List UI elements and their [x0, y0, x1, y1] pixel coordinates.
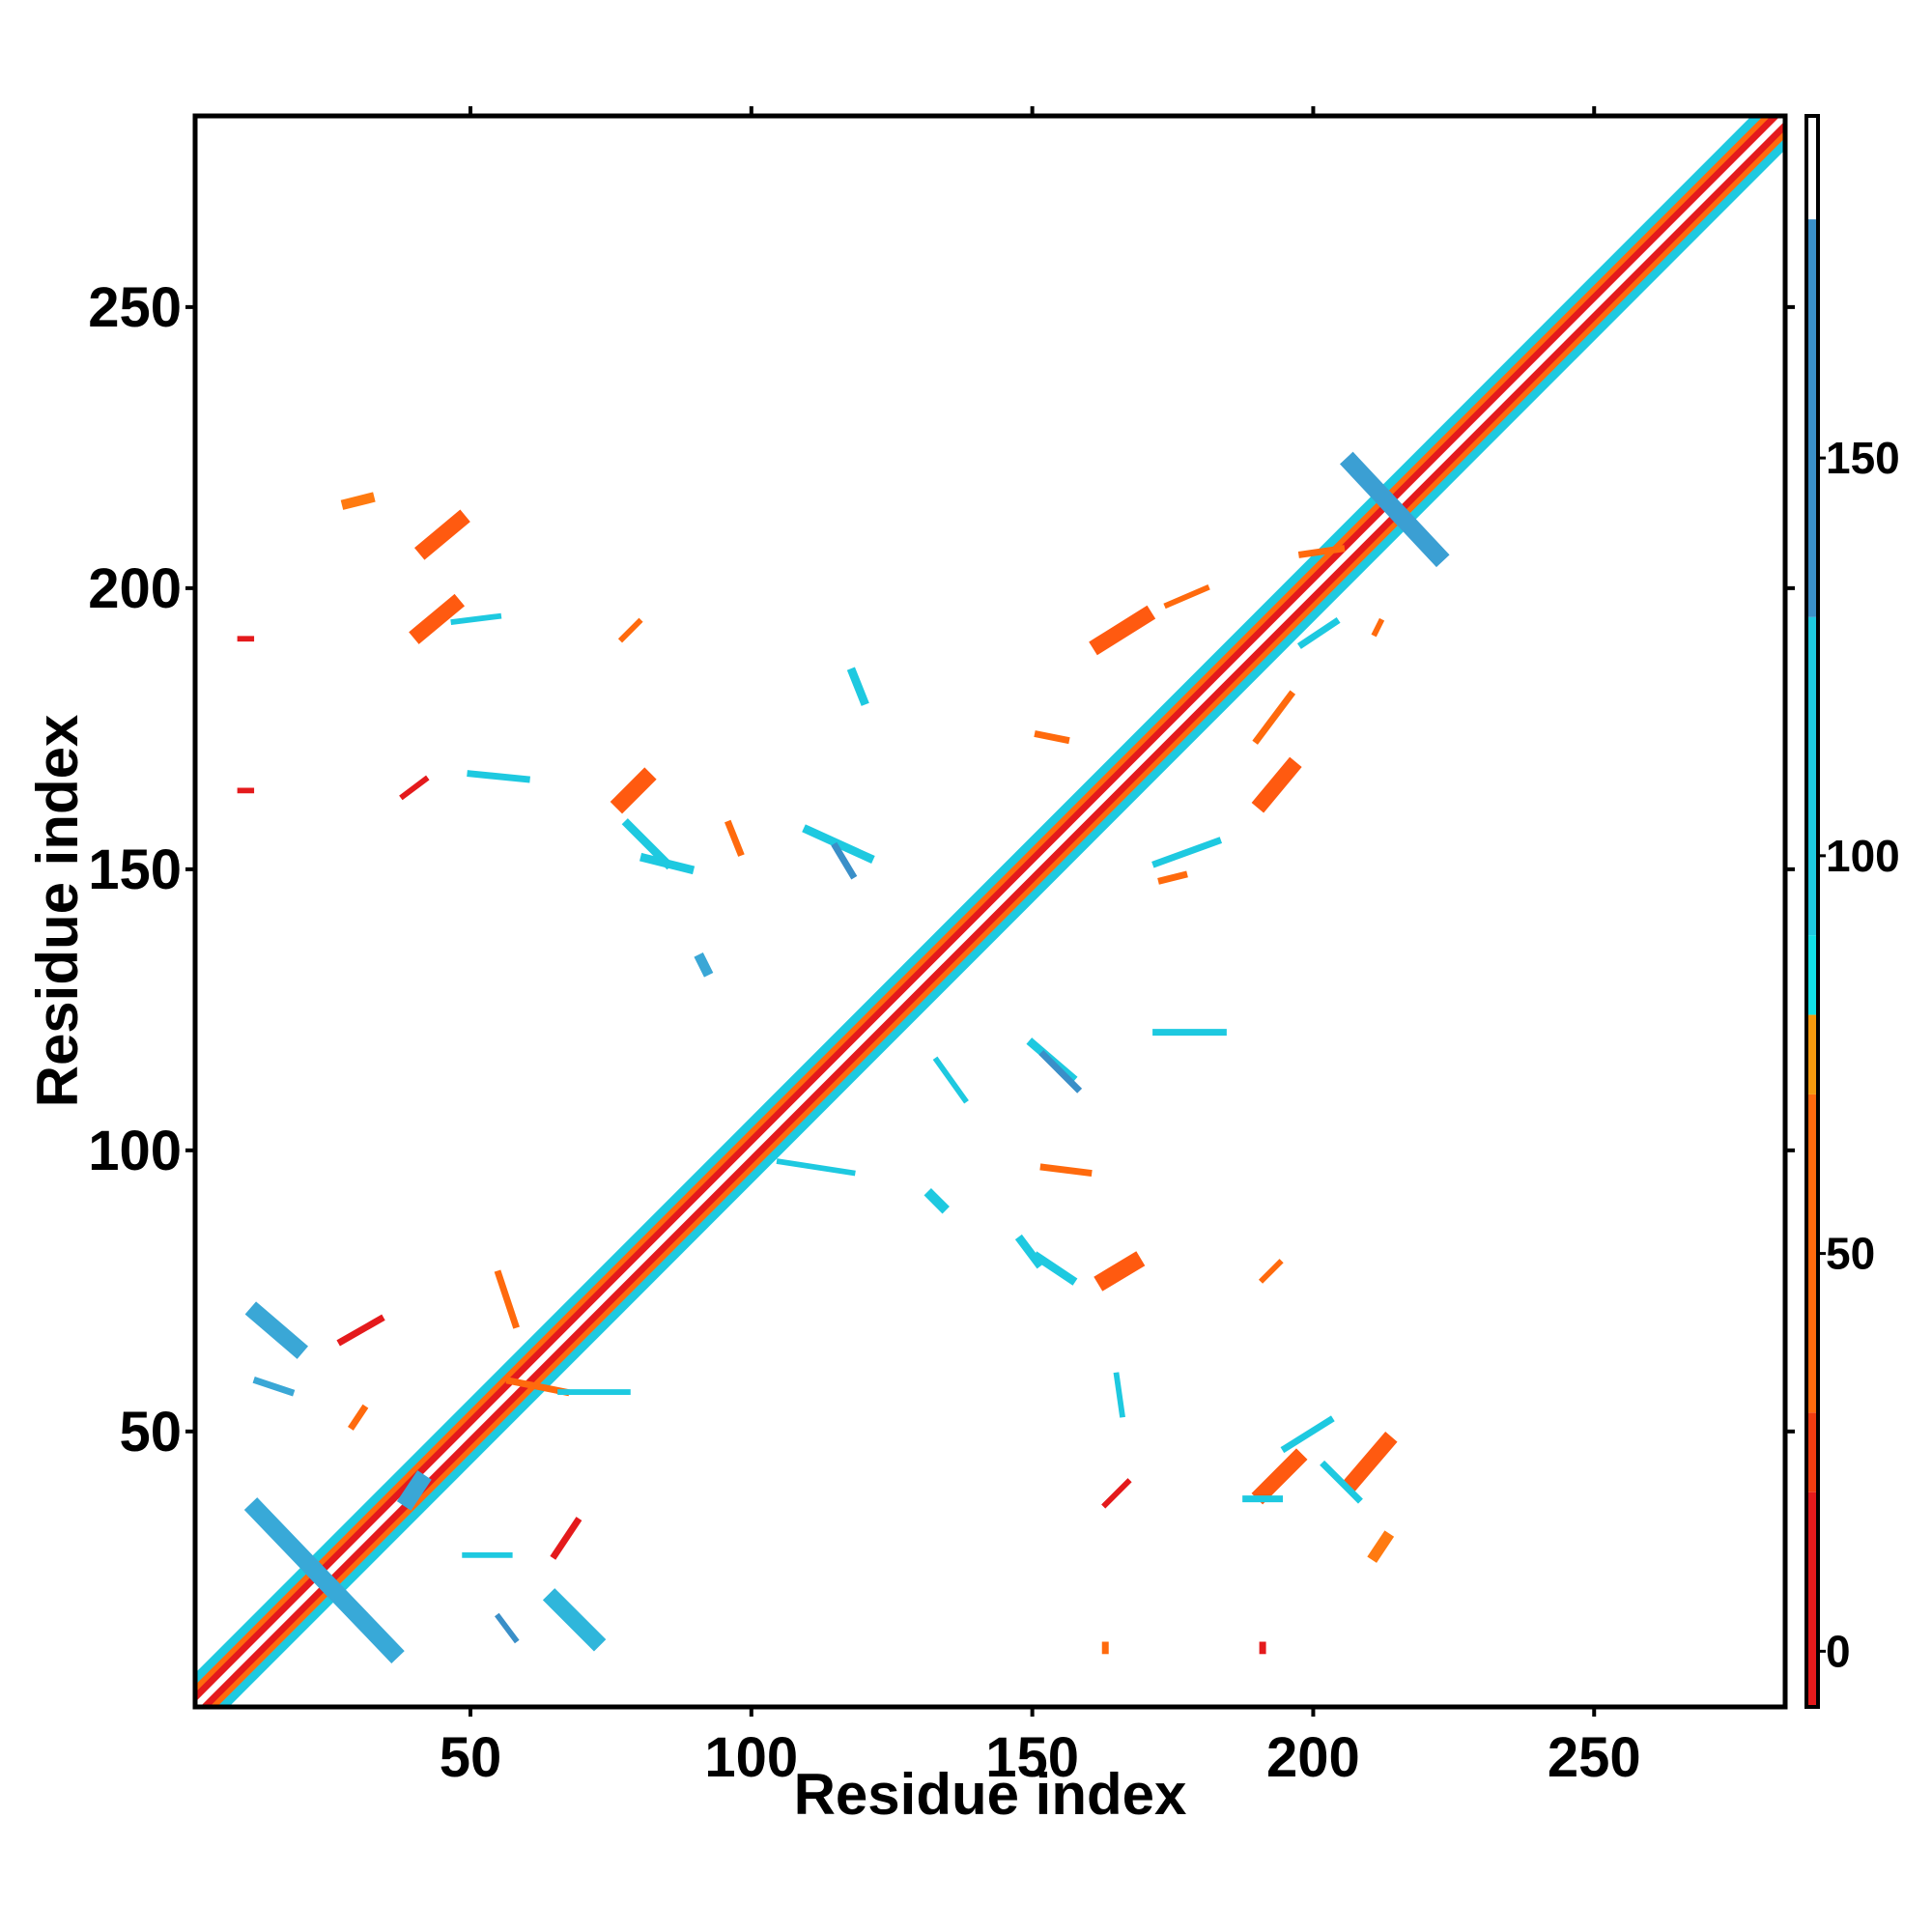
contact-feature	[409, 593, 466, 644]
contact-feature	[542, 1588, 607, 1652]
y-tick-label: 100	[88, 1120, 182, 1182]
contact-feature	[1251, 1448, 1308, 1505]
contact-feature	[694, 952, 714, 978]
contact-feature	[1296, 616, 1341, 649]
contact-feature	[494, 1269, 520, 1329]
contact-feature	[776, 1158, 856, 1177]
contact-feature	[1034, 730, 1070, 745]
contact-feature	[252, 1377, 296, 1397]
colorbar-band	[1806, 1492, 1818, 1707]
plot-area	[195, 116, 1785, 1707]
y-axis-title: Residue index	[25, 715, 90, 1108]
contact-feature	[1252, 690, 1296, 745]
contact-feature	[621, 818, 673, 870]
contact-feature	[495, 1612, 520, 1644]
y-tick-label: 50	[119, 1401, 182, 1463]
contact-feature	[923, 1187, 950, 1214]
contact-feature	[1101, 1478, 1132, 1509]
colorbar-band	[1806, 1094, 1818, 1413]
contact-feature	[1089, 605, 1156, 656]
contact-feature	[396, 1470, 432, 1511]
contact-feature	[610, 767, 657, 814]
contact-feature	[1367, 1530, 1395, 1563]
contact-feature	[1163, 584, 1210, 610]
contact-feature	[244, 1301, 308, 1359]
diagonal-band-layer	[195, 116, 1785, 1707]
colorbar-band	[1806, 1014, 1818, 1094]
x-tick-label: 200	[1266, 1726, 1360, 1789]
x-tick-label: 100	[704, 1726, 798, 1789]
contact-feature	[639, 852, 696, 875]
contact-feature	[1014, 1234, 1044, 1269]
plot-frame	[192, 113, 1788, 1710]
contact-feature	[1151, 837, 1223, 868]
colorbar-tick-label: 150	[1826, 433, 1900, 483]
contact-feature	[399, 775, 430, 801]
x-tick-label: 150	[985, 1726, 1079, 1789]
contact-feature	[1320, 1460, 1363, 1504]
contact-feature	[617, 617, 643, 643]
contact-feature	[724, 819, 745, 857]
contact-feature	[336, 1314, 385, 1347]
x-tick-label: 50	[440, 1726, 502, 1789]
x-axis-title: Residue index	[794, 1762, 1187, 1827]
contact-feature	[802, 824, 875, 864]
colorbar-tick-label: 100	[1826, 831, 1900, 881]
y-tick-label: 250	[88, 276, 182, 339]
x-tick-label: 250	[1548, 1726, 1641, 1789]
contact-feature	[450, 612, 502, 626]
contact-feature	[413, 509, 470, 560]
y-tick-label: 150	[88, 838, 182, 901]
colorbar: 0 50 100 150	[1804, 114, 1900, 1709]
axis-ticks: 50 100 150 200 250 50 100 150 200 250	[88, 106, 1795, 1789]
contact-feature	[1258, 1259, 1284, 1284]
contact-feature	[1280, 1415, 1335, 1454]
contact-feature	[1032, 1251, 1078, 1286]
contact-feature	[1094, 1251, 1146, 1292]
contact-feature	[846, 667, 869, 706]
colorbar-tick-label: 0	[1826, 1626, 1851, 1676]
contact-feature	[467, 770, 530, 783]
contact-feature	[1039, 1163, 1093, 1178]
colorbar-band	[1806, 1412, 1818, 1492]
colorbar-band	[1806, 935, 1818, 1015]
colorbar-frame	[1804, 114, 1820, 1709]
y-tick-label: 200	[88, 557, 182, 620]
contact-feature	[348, 1404, 369, 1431]
contact-feature	[1251, 756, 1302, 813]
contact-feature	[1371, 617, 1385, 638]
contact-feature	[340, 492, 376, 510]
contact-feature	[243, 1497, 405, 1663]
colorbar-band	[1806, 219, 1818, 617]
contact-feature	[1297, 545, 1346, 558]
contact-feature	[1038, 1049, 1083, 1094]
contact-feature	[932, 1056, 969, 1104]
colorbar-band	[1806, 116, 1818, 220]
colorbar-tick-label: 50	[1826, 1229, 1875, 1279]
contact-feature	[1339, 451, 1450, 568]
contact-feature	[550, 1517, 582, 1560]
contact-feature	[831, 841, 858, 880]
contact-feature	[1341, 1431, 1398, 1493]
contact-feature	[505, 1377, 570, 1397]
contact-feature	[1157, 870, 1188, 885]
contact-feature	[1113, 1372, 1125, 1418]
colorbar-band	[1806, 616, 1818, 936]
